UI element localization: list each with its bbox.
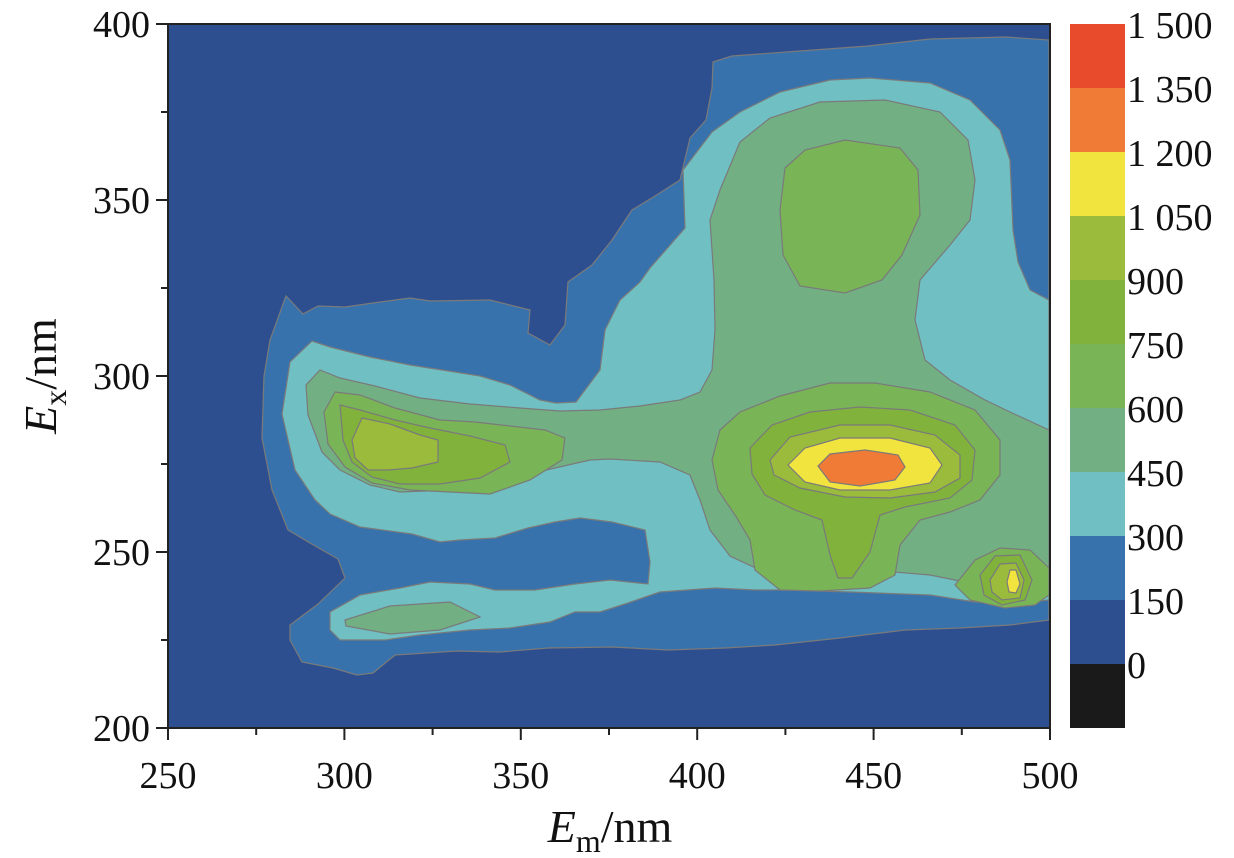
contour-1050-region-2 <box>1006 569 1021 594</box>
colorbar-swatch-450 <box>1070 472 1125 536</box>
x-axis: 250 300 350 400 450 500 <box>140 728 1079 797</box>
colorbar-label-300: 300 <box>1127 517 1184 559</box>
x-axis-unit: /nm <box>601 801 673 852</box>
x-tick-label-400: 400 <box>669 755 726 797</box>
y-tick-label-300: 300 <box>93 356 150 398</box>
colorbar-swatch-1500 <box>1070 24 1125 88</box>
x-axis-subscript: m <box>576 823 601 858</box>
contour-layer <box>261 36 1050 676</box>
colorbar-swatch-900 <box>1070 280 1125 344</box>
colorbar-label-0: 0 <box>1127 645 1146 687</box>
y-axis-subscript: x <box>37 390 73 406</box>
colorbar-swatch-150 <box>1070 600 1125 664</box>
colorbar-label-1350: 1 350 <box>1127 69 1213 111</box>
colorbar: 0 150 300 450 600 750 900 1 050 1 200 1 350 1 500 <box>1070 5 1213 728</box>
x-axis-symbol: E <box>547 801 576 852</box>
colorbar-label-1050: 1 050 <box>1127 197 1213 239</box>
colorbar-label-1500: 1 500 <box>1127 5 1213 47</box>
colorbar-label-600: 600 <box>1127 389 1184 431</box>
colorbar-label-1200: 1 200 <box>1127 133 1213 175</box>
y-axis: 200 250 300 350 400 <box>93 4 168 750</box>
y-tick-label-350: 350 <box>93 180 150 222</box>
colorbar-label-150: 150 <box>1127 581 1184 623</box>
x-tick-label-500: 500 <box>1022 755 1079 797</box>
colorbar-swatch-1350 <box>1070 88 1125 152</box>
y-tick-label-250: 250 <box>93 532 150 574</box>
x-axis-title: Em/nm <box>547 801 673 858</box>
colorbar-label-750: 750 <box>1127 325 1184 367</box>
y-axis-title: Ex/nm <box>15 318 73 435</box>
colorbar-swatch-1050 <box>1070 216 1125 280</box>
colorbar-swatch-300 <box>1070 536 1125 600</box>
contour-1200-region-1 <box>817 449 906 487</box>
x-tick-label-250: 250 <box>140 755 197 797</box>
colorbar-swatch-1200 <box>1070 152 1125 216</box>
y-tick-label-200: 200 <box>93 708 150 750</box>
contour-450-region-2 <box>344 601 482 635</box>
colorbar-label-900: 900 <box>1127 261 1184 303</box>
contour-900-region-1 <box>351 417 439 471</box>
colorbar-swatch-0 <box>1070 664 1125 728</box>
colorbar-label-450: 450 <box>1127 453 1184 495</box>
y-tick-label-400: 400 <box>93 4 150 46</box>
x-tick-label-350: 350 <box>492 755 549 797</box>
colorbar-swatch-600 <box>1070 408 1125 472</box>
y-axis-unit: /nm <box>15 318 66 390</box>
x-tick-label-450: 450 <box>845 755 902 797</box>
contour-600-region-2 <box>779 139 921 294</box>
colorbar-swatch-750 <box>1070 344 1125 408</box>
x-tick-label-300: 300 <box>316 755 373 797</box>
y-axis-symbol: E <box>15 406 66 435</box>
